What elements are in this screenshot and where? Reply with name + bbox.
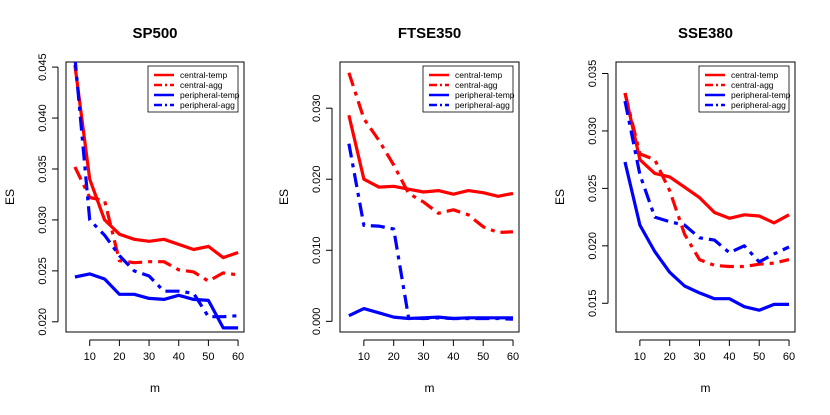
x-tick-label: 30 [693, 351, 705, 363]
y-tick-label: 0.020 [587, 232, 599, 260]
x-tick-label: 10 [358, 351, 370, 363]
x-tick-label: 30 [417, 351, 429, 363]
legend-label-central-agg: central-agg [180, 80, 223, 90]
x-tick-label: 50 [202, 351, 214, 363]
x-tick-label: 10 [634, 351, 646, 363]
y-tick-label: 0.035 [37, 155, 49, 183]
series-line-central-agg [623, 92, 790, 269]
y-axis-label: ES [3, 189, 17, 205]
y-tick-label: 0.030 [37, 206, 49, 234]
series-line-central-temp [623, 92, 790, 225]
y-axis-label: ES [553, 189, 567, 205]
chart-panel-ftse350: FTSE350 10 20 30 40 50 60 0.000 0.010 0.020 0.030 m… [277, 25, 520, 395]
y-tick-label: 0.040 [37, 104, 49, 132]
series-group [73, 62, 239, 330]
legend-box [698, 65, 790, 113]
x-tick-label: 40 [447, 351, 459, 363]
x-axis-label: m [425, 381, 435, 395]
x-tick-label: 60 [507, 351, 519, 363]
legend: central-tempcentral-aggperipheral-temppe… [698, 65, 791, 113]
series-line-central-temp [347, 114, 514, 198]
series-line-peripheral-temp [623, 161, 789, 312]
legend-label-peripheral-agg: peripheral-agg [180, 100, 235, 110]
legend: central-tempcentral-aggperipheral-temppe… [147, 65, 240, 113]
y-tick-label: 0.030 [587, 117, 599, 145]
x-tick-label: 60 [783, 351, 795, 363]
x-tick-label: 20 [664, 351, 676, 363]
legend: central-tempcentral-aggperipheral-temppe… [422, 65, 515, 113]
legend-label-peripheral-temp: peripheral-temp [731, 90, 791, 100]
chart-title: SP500 [132, 25, 177, 42]
series-line-central-agg [73, 166, 239, 283]
y-tick-label: 0.045 [37, 53, 49, 81]
legend-box [422, 65, 514, 113]
x-tick-label: 50 [477, 351, 489, 363]
x-axis-label: m [150, 381, 160, 395]
legend-label-peripheral-temp: peripheral-temp [180, 90, 240, 100]
y-tick-label: 0.020 [37, 308, 49, 336]
legend-box [147, 65, 239, 113]
legend-label-central-temp: central-temp [180, 70, 228, 80]
y-tick-label: 0.010 [311, 237, 323, 265]
plot-frame [65, 61, 245, 333]
y-axis-label: ES [277, 189, 291, 205]
y-tick-label: 0.020 [311, 165, 323, 193]
y-tick-label: 0.030 [311, 94, 323, 122]
chart-title: SSE380 [678, 25, 733, 42]
legend-label-central-agg: central-agg [455, 80, 498, 90]
x-tick-label: 30 [143, 351, 155, 363]
x-tick-label: 40 [173, 351, 185, 363]
chart-panel-sse380: SSE380 10 20 30 40 50 60 0.015 0.020 0.025 0.030 0.… [553, 25, 796, 395]
x-axis-label: m [701, 381, 711, 395]
plot-frame [339, 61, 520, 333]
x-tick-label: 20 [113, 351, 125, 363]
series-line-central-temp [73, 64, 239, 260]
series-line-central-agg [347, 72, 514, 235]
x-tick-label: 20 [388, 351, 400, 363]
x-tick-label: 10 [84, 351, 96, 363]
chart-panel-sp500: SP500 10 20 30 40 50 60 0.020 0.025 0.030 0.035 0.0… [3, 25, 245, 395]
y-tick-label: 0.015 [587, 290, 599, 318]
x-tick-label: 40 [723, 351, 735, 363]
legend-label-central-temp: central-temp [731, 70, 779, 80]
series-group [347, 72, 514, 321]
x-tick-label: 50 [753, 351, 765, 363]
y-tick-label: 0.025 [37, 257, 49, 285]
series-line-peripheral-agg [347, 143, 514, 321]
legend-label-central-temp: central-temp [455, 70, 503, 80]
y-tick-label: 0.025 [587, 175, 599, 203]
x-tick-label: 60 [232, 351, 244, 363]
series-line-peripheral-temp [74, 272, 239, 330]
y-tick-label: 0.000 [311, 308, 323, 336]
plot-frame [615, 61, 796, 333]
chart-title: FTSE350 [398, 25, 461, 42]
legend-label-peripheral-agg: peripheral-agg [731, 100, 786, 110]
legend-label-central-agg: central-agg [731, 80, 774, 90]
series-group [623, 92, 790, 312]
legend-label-peripheral-temp: peripheral-temp [455, 90, 515, 100]
y-tick-label: 0.035 [587, 60, 599, 88]
legend-label-peripheral-agg: peripheral-agg [455, 100, 510, 110]
series-line-peripheral-agg [73, 62, 239, 319]
series-line-peripheral-agg [623, 100, 790, 264]
